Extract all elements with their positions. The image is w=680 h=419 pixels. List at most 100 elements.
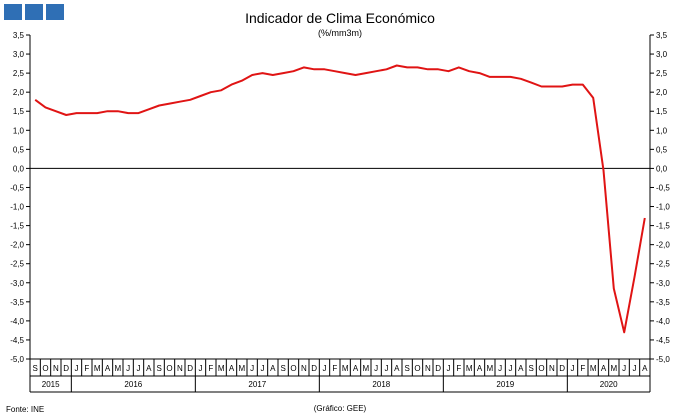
month-label: M [238, 364, 245, 373]
y-tick-label-right: -3,0 [656, 279, 670, 288]
month-label: D [187, 364, 193, 373]
month-label: J [622, 364, 626, 373]
month-label: A [518, 364, 524, 373]
y-tick-label-left: -5,0 [10, 355, 24, 364]
y-tick-label-left: 1,0 [13, 126, 25, 135]
y-tick-label-right: -1,0 [656, 203, 670, 212]
year-label: 2020 [600, 380, 618, 389]
month-label: N [301, 364, 307, 373]
y-tick-label-left: 1,5 [13, 107, 25, 116]
month-label: M [466, 364, 473, 373]
logo-square [46, 4, 64, 20]
month-label: A [353, 364, 359, 373]
y-tick-label-left: 3,0 [13, 50, 25, 59]
logo-square [25, 4, 43, 20]
y-tick-label-left: 0,5 [13, 145, 25, 154]
month-label: N [425, 364, 431, 373]
chart-subtitle: (%/mm3m) [318, 28, 362, 38]
y-tick-label-right: 3,0 [656, 50, 668, 59]
month-label: O [414, 364, 420, 373]
y-tick-label-right: 3,5 [656, 31, 668, 40]
y-tick-label-left: -0,5 [10, 183, 24, 192]
month-label: J [261, 364, 265, 373]
month-label: A [105, 364, 111, 373]
month-label: J [447, 364, 451, 373]
month-label: N [549, 364, 555, 373]
month-label: J [385, 364, 389, 373]
month-label: O [42, 364, 48, 373]
month-label: J [571, 364, 575, 373]
y-tick-label-left: -3,0 [10, 279, 24, 288]
y-tick-label-right: -2,0 [656, 241, 670, 250]
month-label: F [456, 364, 461, 373]
month-label: N [53, 364, 59, 373]
month-label: J [75, 364, 79, 373]
month-label: J [323, 364, 327, 373]
month-label: F [84, 364, 89, 373]
month-label: F [580, 364, 585, 373]
y-tick-label-left: 2,5 [13, 69, 25, 78]
month-label: A [270, 364, 276, 373]
month-label: D [311, 364, 317, 373]
chart-title: Indicador de Clima Económico [245, 10, 435, 26]
month-label: D [559, 364, 565, 373]
y-tick-label-right: -0,5 [656, 183, 670, 192]
month-label: A [394, 364, 400, 373]
month-label: O [166, 364, 172, 373]
series-line [34, 64, 646, 334]
month-label: F [332, 364, 337, 373]
chart-credit: (Gráfico: GEE) [313, 404, 367, 413]
year-label: 2017 [248, 380, 266, 389]
y-tick-label-right: -5,0 [656, 355, 670, 364]
y-tick-label-left: -1,0 [10, 203, 24, 212]
logo [4, 4, 64, 20]
y-tick-label-right: -3,5 [656, 298, 670, 307]
year-label: 2018 [372, 380, 390, 389]
y-tick-label-left: -4,0 [10, 317, 24, 326]
y-tick-label-right: 0,5 [656, 145, 668, 154]
month-label: M [590, 364, 597, 373]
month-label: S [156, 364, 161, 373]
month-label: J [137, 364, 141, 373]
month-label: O [538, 364, 544, 373]
month-label: J [633, 364, 637, 373]
month-label: M [94, 364, 101, 373]
y-tick-label-right: 1,5 [656, 107, 668, 116]
month-label: S [404, 364, 409, 373]
month-label: A [146, 364, 152, 373]
month-label: M [362, 364, 369, 373]
y-tick-label-left: 2,0 [13, 88, 25, 97]
y-tick-label-left: 0,0 [13, 164, 25, 173]
y-tick-label-left: -3,5 [10, 298, 24, 307]
month-label: J [374, 364, 378, 373]
month-label: J [199, 364, 203, 373]
month-label: A [477, 364, 483, 373]
month-label: D [435, 364, 441, 373]
month-label: J [126, 364, 130, 373]
y-tick-label-right: -4,5 [656, 336, 670, 345]
month-label: J [498, 364, 502, 373]
year-label: 2015 [42, 380, 60, 389]
month-label: M [610, 364, 617, 373]
y-tick-label-right: 0,0 [656, 164, 668, 173]
month-label: D [63, 364, 69, 373]
y-tick-label-right: -1,5 [656, 222, 670, 231]
month-label: M [218, 364, 225, 373]
month-label: A [229, 364, 235, 373]
month-label: M [342, 364, 349, 373]
month-label: M [114, 364, 121, 373]
y-tick-label-left: -2,0 [10, 241, 24, 250]
y-tick-label-left: -4,5 [10, 336, 24, 345]
year-label: 2019 [496, 380, 514, 389]
month-label: A [642, 364, 648, 373]
y-tick-label-left: -2,5 [10, 260, 24, 269]
y-tick-label-right: 1,0 [656, 126, 668, 135]
month-label: S [280, 364, 285, 373]
month-label: A [601, 364, 607, 373]
year-label: 2016 [124, 380, 142, 389]
y-tick-label-left: -1,5 [10, 222, 24, 231]
month-label: S [32, 364, 37, 373]
month-label: M [486, 364, 493, 373]
y-tick-label-right: 2,0 [656, 88, 668, 97]
